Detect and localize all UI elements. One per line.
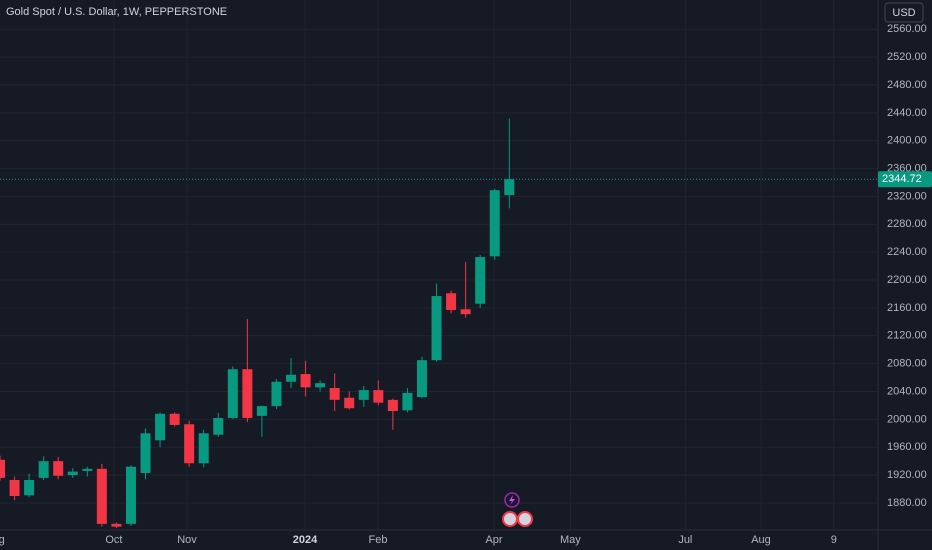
- candle-body: [227, 369, 238, 418]
- candle-body: [344, 397, 355, 409]
- y-tick-label: 2040.00: [887, 385, 927, 397]
- x-tick-label: Oct: [105, 534, 122, 546]
- y-tick-label: 2440.00: [887, 107, 927, 119]
- candle-body: [67, 471, 78, 476]
- x-tick-label: Jul: [678, 534, 692, 546]
- currency-button[interactable]: [884, 2, 924, 23]
- last-price-label: 2344.72: [882, 173, 922, 185]
- candle-body: [242, 369, 253, 418]
- candle-body: [82, 468, 93, 471]
- candle-body: [0, 459, 5, 478]
- x-tick-label: 9: [831, 534, 837, 546]
- candle-body: [9, 479, 20, 496]
- candle-body: [24, 479, 35, 496]
- x-tick-label: Aug: [751, 534, 771, 546]
- candle-body: [198, 433, 209, 464]
- candle-body: [315, 383, 326, 388]
- y-tick-label: 2240.00: [887, 246, 927, 258]
- candle-body: [387, 399, 398, 412]
- candle-body: [111, 523, 122, 527]
- candle-body: [446, 293, 457, 310]
- y-tick-label: 2320.00: [887, 190, 927, 202]
- candle-body: [460, 309, 471, 315]
- x-tick-label: May: [560, 534, 581, 546]
- chart-title: Gold Spot / U.S. Dollar, 1W, PEPPERSTONE: [6, 6, 227, 18]
- event-icon[interactable]: [517, 511, 533, 527]
- y-tick-label: 2280.00: [887, 218, 927, 230]
- x-tick-label: Aug: [0, 534, 5, 546]
- x-tick-label: Apr: [485, 534, 502, 546]
- candle-body: [358, 390, 369, 400]
- candle-body: [402, 392, 413, 411]
- candle-body: [38, 461, 49, 478]
- y-tick-label: 2000.00: [887, 413, 927, 425]
- candle-body: [125, 466, 136, 524]
- y-tick-label: 2560.00: [887, 23, 927, 35]
- candles: [0, 118, 878, 529]
- event-icon-glyph: [509, 495, 515, 505]
- candle-body: [53, 461, 64, 476]
- candle-body: [329, 388, 340, 400]
- candle-body: [155, 413, 166, 441]
- y-tick-label: 2160.00: [887, 302, 927, 314]
- y-tick-label: 1880.00: [887, 497, 927, 509]
- candle-body: [373, 390, 384, 403]
- y-tick-label: 2080.00: [887, 358, 927, 370]
- candle-body: [140, 433, 151, 474]
- x-tick-label: Nov: [177, 534, 197, 546]
- axes: 1880.00 1920.00 1960.00 2000.00 2040.00 2080.…: [0, 23, 932, 546]
- candle-body: [256, 406, 267, 416]
- y-tick-label: 1920.00: [887, 469, 927, 481]
- y-tick-label: 2400.00: [887, 135, 927, 147]
- currency-label[interactable]: USD: [892, 7, 915, 19]
- event-icons: [502, 492, 533, 527]
- event-icon[interactable]: [502, 511, 518, 527]
- y-tick-label: 2480.00: [887, 79, 927, 91]
- candle-body: [475, 257, 486, 304]
- candle-body: [271, 381, 282, 407]
- candle-body: [504, 179, 515, 196]
- y-tick-label: 2520.00: [887, 51, 927, 63]
- candle-body: [431, 296, 442, 361]
- y-tick-label: 2120.00: [887, 330, 927, 342]
- candle-body: [286, 374, 297, 382]
- candle-body: [96, 468, 107, 524]
- candle-body: [169, 413, 180, 425]
- candle-body: [300, 374, 311, 388]
- candle-body: [416, 360, 427, 398]
- candle-body: [213, 417, 224, 435]
- x-tick-label: 2024: [293, 534, 318, 546]
- candle-body: [184, 424, 195, 464]
- last-price-tag: [878, 171, 932, 188]
- x-tick-label: Feb: [369, 534, 388, 546]
- y-tick-label: 1960.00: [887, 441, 927, 453]
- y-tick-label: 2200.00: [887, 274, 927, 286]
- candle-body: [489, 190, 500, 257]
